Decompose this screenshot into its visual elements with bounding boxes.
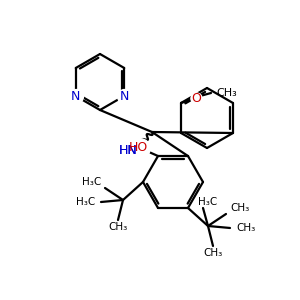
Text: HN: HN	[118, 143, 137, 157]
Text: H₃C: H₃C	[82, 177, 101, 187]
Text: H₃C: H₃C	[198, 197, 218, 207]
Text: CH₃: CH₃	[203, 248, 223, 258]
Text: CH₃: CH₃	[230, 203, 249, 213]
Text: H₃C: H₃C	[76, 197, 95, 207]
Text: O: O	[191, 92, 201, 104]
Text: CH₃: CH₃	[236, 223, 255, 233]
Text: CH₃: CH₃	[216, 88, 237, 98]
Text: HN: HN	[118, 143, 137, 157]
Text: N: N	[71, 89, 80, 103]
Text: N: N	[120, 89, 129, 103]
Text: HO: HO	[128, 140, 148, 154]
Text: CH₃: CH₃	[108, 222, 128, 232]
